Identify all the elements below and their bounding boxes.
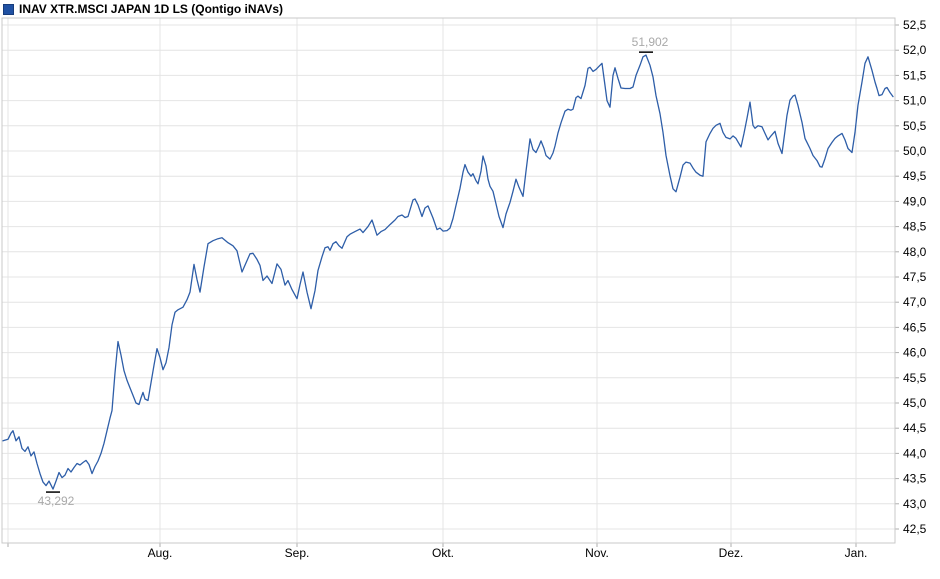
chart-title: INAV XTR.MSCI JAPAN 1D LS (Qontigo iNAVs… [3, 2, 283, 16]
svg-text:46,0: 46,0 [903, 346, 927, 360]
svg-text:Dez.: Dez. [719, 546, 744, 560]
svg-text:43,0: 43,0 [903, 497, 927, 511]
svg-text:Aug.: Aug. [148, 546, 173, 560]
svg-text:Nov.: Nov. [585, 546, 609, 560]
svg-text:49,0: 49,0 [903, 194, 927, 208]
svg-text:50,5: 50,5 [903, 119, 927, 133]
svg-text:46,5: 46,5 [903, 320, 927, 334]
svg-text:44,5: 44,5 [903, 421, 927, 435]
svg-text:45,5: 45,5 [903, 371, 927, 385]
svg-text:52,0: 52,0 [903, 43, 927, 57]
svg-text:Okt.: Okt. [432, 546, 454, 560]
svg-text:47,0: 47,0 [903, 295, 927, 309]
svg-text:42,5: 42,5 [903, 522, 927, 536]
svg-text:47,5: 47,5 [903, 270, 927, 284]
svg-text:51,5: 51,5 [903, 68, 927, 82]
svg-text:48,5: 48,5 [903, 220, 927, 234]
svg-text:44,0: 44,0 [903, 446, 927, 460]
svg-text:Sep.: Sep. [285, 546, 310, 560]
svg-text:43,292: 43,292 [38, 494, 75, 508]
svg-text:49,5: 49,5 [903, 169, 927, 183]
svg-text:52,5: 52,5 [903, 18, 927, 32]
chart-title-label: INAV XTR.MSCI JAPAN 1D LS (Qontigo iNAVs… [19, 2, 284, 16]
svg-text:45,0: 45,0 [903, 396, 927, 410]
svg-text:51,0: 51,0 [903, 94, 927, 108]
svg-text:Jan.: Jan. [845, 546, 868, 560]
svg-text:50,0: 50,0 [903, 144, 927, 158]
svg-text:51,902: 51,902 [632, 35, 669, 49]
svg-text:43,5: 43,5 [903, 472, 927, 486]
legend-square-icon [3, 3, 14, 15]
svg-text:48,0: 48,0 [903, 245, 927, 259]
